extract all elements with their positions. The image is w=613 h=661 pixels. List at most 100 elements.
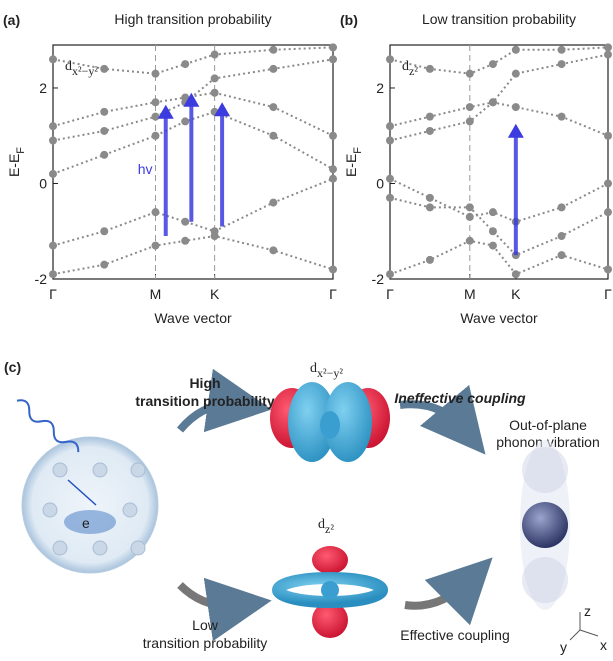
band-point	[100, 260, 109, 269]
x-axis-label: Wave vector	[154, 310, 232, 326]
band-point	[511, 69, 520, 78]
band-point	[100, 107, 109, 116]
band-point	[269, 103, 278, 112]
band-point	[269, 45, 278, 54]
band-point	[604, 50, 612, 59]
band-line	[389, 46, 609, 75]
band-point	[425, 193, 434, 202]
band-point	[386, 193, 394, 202]
annotation: hv	[138, 161, 153, 177]
low-label: transition probability	[143, 635, 268, 651]
band-point	[425, 203, 434, 212]
band-point	[557, 232, 566, 241]
x-tick-label: Γ	[386, 286, 394, 302]
band-point	[49, 55, 57, 64]
band-point	[386, 136, 394, 145]
text-base: d	[65, 59, 72, 74]
band-point	[49, 169, 57, 178]
band-point	[49, 270, 57, 279]
band-point	[488, 241, 497, 250]
axis-label: x	[600, 637, 607, 653]
electron-label: e	[82, 515, 90, 531]
band-point	[425, 112, 434, 121]
band-point	[511, 270, 520, 279]
band-point	[49, 136, 57, 145]
band-point	[604, 179, 612, 188]
photon-arrow	[67, 479, 97, 506]
arrow-head	[157, 104, 174, 119]
band-point	[386, 55, 394, 64]
x-tick-label: M	[464, 286, 476, 302]
text-sub: F	[15, 147, 27, 154]
band-point	[425, 126, 434, 135]
band-point	[557, 45, 566, 54]
band-point	[100, 150, 109, 159]
band-point	[269, 198, 278, 207]
band-point	[557, 112, 566, 121]
band-point	[488, 60, 497, 69]
text-base: d	[310, 361, 317, 376]
orbital-dz2	[272, 546, 388, 638]
band-point	[557, 60, 566, 69]
y-tick-label: 0	[376, 175, 384, 191]
axes-glyph	[569, 612, 599, 641]
band-point	[557, 251, 566, 260]
band-point	[488, 98, 497, 107]
diagram: (c) e High transition probability Low tr…	[4, 359, 607, 655]
x-tick-label: Γ	[49, 286, 57, 302]
text-sub: x²−y²	[72, 64, 98, 78]
y-tick-label: 0	[39, 175, 47, 191]
band-point	[511, 103, 520, 112]
lattice-atoms	[42, 462, 146, 556]
band-point	[100, 126, 109, 135]
band-point	[511, 45, 520, 54]
band-line	[389, 196, 609, 257]
band-point	[329, 55, 337, 64]
arrow-head	[214, 102, 231, 117]
band-point	[465, 117, 474, 126]
band-point	[210, 50, 219, 59]
y-tick-label: 2	[39, 80, 47, 96]
low-label: Low	[192, 617, 219, 633]
x-tick-label: K	[511, 286, 521, 302]
band-point	[329, 43, 337, 52]
band-point	[210, 88, 219, 97]
band-line	[389, 101, 609, 137]
band-point	[210, 232, 219, 241]
band-line	[52, 235, 334, 276]
x-tick-label: Γ	[604, 286, 612, 302]
panel-title: Low transition probability	[422, 11, 576, 27]
phonon-atom	[520, 440, 570, 610]
band-point	[329, 174, 337, 183]
band-point	[465, 212, 474, 221]
x-tick-label: M	[150, 286, 162, 302]
band-point	[269, 131, 278, 140]
x-axis-label: Wave vector	[460, 310, 538, 326]
arrow-head	[183, 92, 200, 107]
high-label: High	[189, 375, 220, 391]
band-point	[49, 122, 57, 131]
band-point	[604, 131, 612, 140]
band-point	[604, 208, 612, 217]
text-sub: z²	[409, 64, 418, 78]
phonon-label: Out-of-plane	[509, 417, 587, 433]
band-point	[181, 117, 190, 126]
electron-cloud	[64, 510, 116, 534]
panel-label: (c)	[4, 359, 21, 375]
plot-frame	[389, 44, 609, 280]
band-point	[329, 165, 337, 174]
band-point	[151, 98, 160, 107]
panel-title: High transition probability	[114, 11, 271, 27]
band-point	[465, 203, 474, 212]
band-point	[181, 217, 190, 226]
band-point	[386, 122, 394, 131]
band-point	[604, 265, 612, 274]
band-point	[151, 208, 160, 217]
effective-label: Effective coupling	[400, 627, 509, 643]
band-point	[151, 131, 160, 140]
band-point	[151, 69, 160, 78]
text-base: d	[402, 59, 409, 74]
y-tick-label: -2	[35, 271, 48, 287]
panel-label: (a)	[3, 12, 20, 28]
